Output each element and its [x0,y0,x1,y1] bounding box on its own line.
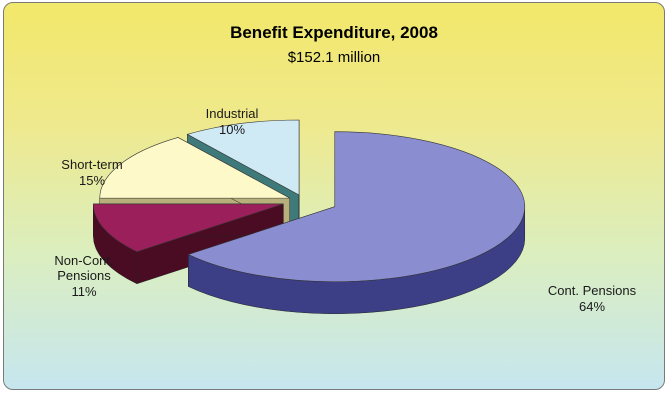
pie-chart: Cont. Pensions 64% Non-Cont. Pensions 11% Sho… [54,106,637,314]
slice-label: Cont. Pensions 64% [548,283,637,314]
slice-label: Non-Cont. Pensions 11% [54,253,113,299]
slice-label: Short-term 15% [61,157,122,188]
slice-label: Industrial 10% [206,106,259,137]
chart-title: Benefit Expenditure, 2008 [230,23,438,42]
slice-value-label: 10% [219,122,245,137]
slice-value-label: 64% [579,299,605,314]
slice-value-label: 15% [79,173,105,188]
chart-area: Benefit Expenditure, 2008 $152.1 million… [3,2,665,390]
chart-subtitle: $152.1 million [287,49,381,66]
slice-value-label: 11% [71,284,96,299]
pie-slice-cont-pensions [187,131,526,314]
pie-slice-non-cont-pensions [93,203,284,285]
